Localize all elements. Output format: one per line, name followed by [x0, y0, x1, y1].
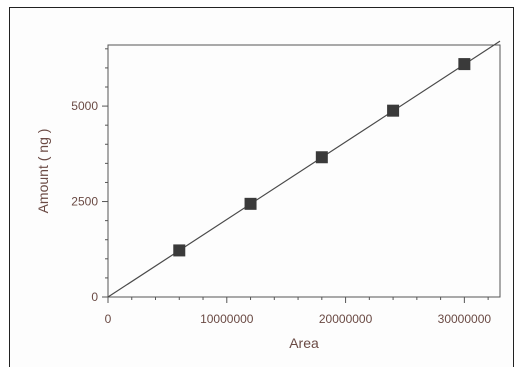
y-tick-label: 5000 — [71, 99, 98, 113]
y-axis-title: Amount ( ng ) — [35, 129, 51, 214]
data-point — [173, 244, 186, 257]
data-point — [244, 197, 257, 210]
x-tick-label: 30000000 — [438, 312, 492, 326]
x-axis-ticks: 0 10000000 20000000 30000000 — [105, 297, 492, 326]
figure-frame — [9, 7, 514, 367]
data-point — [458, 58, 471, 71]
regression-line-group — [107, 40, 501, 298]
y-axis-ticks: 0 2500 5000 — [71, 48, 108, 304]
data-points-group — [173, 58, 471, 257]
y-tick-label: 0 — [91, 290, 98, 304]
x-tick-label: 10000000 — [200, 312, 254, 326]
x-tick-label: 20000000 — [319, 312, 373, 326]
regression-line — [107, 40, 501, 298]
data-point — [315, 151, 328, 164]
data-point — [387, 104, 400, 117]
x-tick-label: 0 — [105, 312, 112, 326]
plot-frame — [107, 44, 501, 298]
y-tick-label: 2500 — [71, 195, 98, 209]
x-axis-title: Area — [289, 335, 319, 351]
